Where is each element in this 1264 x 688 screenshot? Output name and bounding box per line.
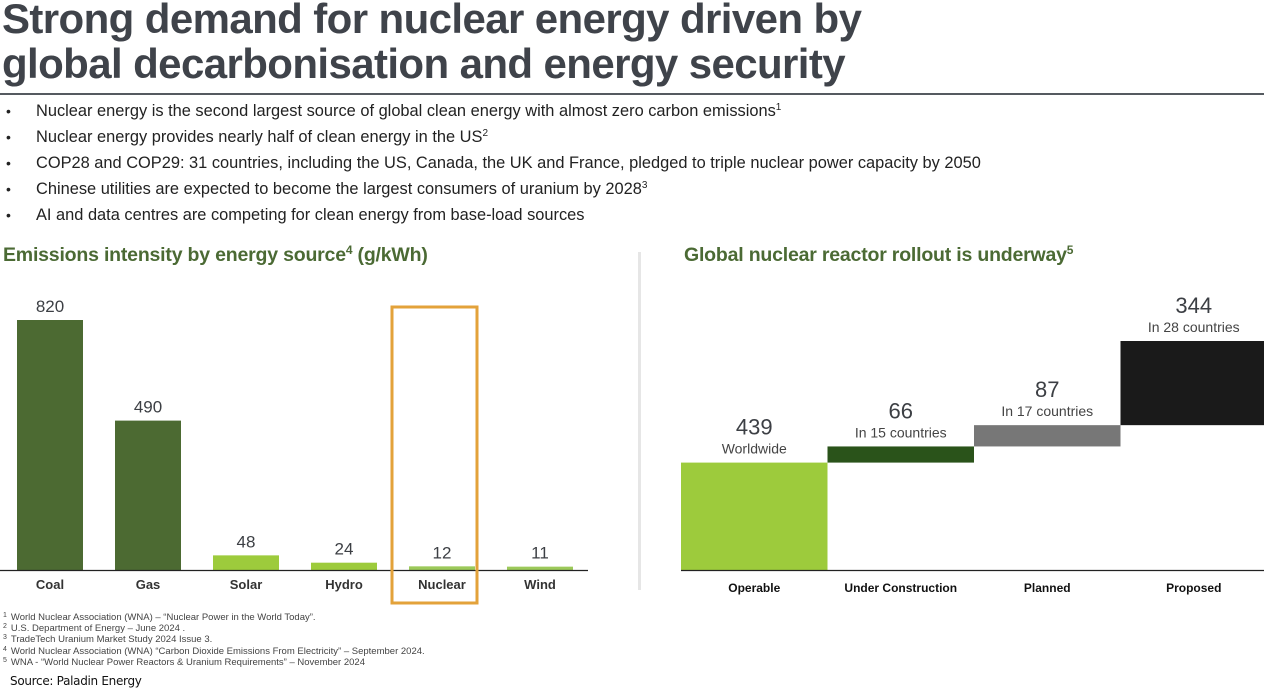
footnote-ref: 2 (482, 128, 488, 139)
bullet-text: Nuclear energy is the second largest sou… (36, 102, 776, 120)
bullet-icon: • (6, 150, 11, 176)
footnotes: 1 World Nuclear Association (WNA) – “Nucl… (3, 612, 425, 668)
footnote-number: 2 (3, 623, 7, 630)
value-label-coal: 820 (36, 297, 64, 316)
emissions-chart-title-text: Emissions intensity by energy source (3, 244, 346, 266)
sublabel-under-construction: In 15 countries (855, 424, 947, 440)
bullet-icon: • (6, 176, 11, 202)
value-label-planned: 87 (1035, 377, 1059, 402)
category-label-under-construction: Under Construction (844, 581, 957, 595)
category-label-nuclear: Nuclear (418, 577, 466, 592)
category-label-solar: Solar (230, 577, 263, 592)
footnote-number: 4 (3, 646, 7, 653)
category-label-coal: Coal (36, 577, 64, 592)
bullet-text: COP28 and COP29: 31 countries, including… (36, 154, 981, 172)
emissions-bar-chart: 820 Coal 490 Gas 48 Solar 24 Hydro 12 Nuclear 11 Wi… (0, 290, 600, 610)
bar-coal (17, 320, 83, 570)
footnote: 5 WNA - “World Nuclear Power Reactors & U… (3, 657, 425, 668)
emissions-chart-unit: (g/kWh) (358, 244, 428, 266)
footnote: 1 World Nuclear Association (WNA) – “Nucl… (3, 612, 425, 623)
bullet-list: • Nuclear energy is the second largest so… (0, 98, 981, 228)
category-label-proposed: Proposed (1166, 581, 1221, 595)
title-line-1: Strong demand for nuclear energy driven … (2, 0, 1262, 41)
bullet-item: • Nuclear energy provides nearly half of … (0, 124, 981, 150)
bullet-icon: • (6, 98, 11, 124)
bar-gas (115, 421, 181, 570)
value-label-under-construction: 66 (889, 398, 913, 423)
category-label-hydro: Hydro (325, 577, 363, 592)
footnote-text: World Nuclear Association (WNA) – “Nucle… (11, 612, 316, 623)
footnote-ref: 3 (642, 180, 648, 191)
bullet-item: • COP28 and COP29: 31 countries, includin… (0, 150, 981, 176)
value-label-nuclear: 12 (433, 543, 452, 562)
section-divider (638, 252, 641, 590)
title-divider (0, 93, 1264, 95)
footnote-ref: 5 (1067, 243, 1073, 257)
bullet-icon: • (6, 124, 11, 150)
value-label-gas: 490 (134, 398, 162, 417)
title-line-2: global decarbonisation and energy securi… (2, 41, 1262, 86)
bar-planned (974, 425, 1121, 446)
footnote: 2 U.S. Department of Energy – June 2024 . (3, 623, 425, 634)
category-label-wind: Wind (524, 577, 556, 592)
value-label-solar: 48 (237, 532, 256, 551)
bar-under-construction (828, 446, 975, 462)
value-label-hydro: 24 (335, 540, 354, 559)
source-note: Source: Paladin Energy (10, 674, 142, 688)
bar-solar (213, 555, 279, 570)
footnote-text: U.S. Department of Energy – June 2024 . (11, 623, 185, 634)
value-label-wind: 11 (531, 544, 549, 563)
rollout-chart-title-text: Global nuclear reactor rollout is underw… (684, 244, 1067, 266)
category-label-planned: Planned (1024, 581, 1071, 595)
bullet-text: AI and data centres are competing for cl… (36, 206, 584, 224)
rollout-chart-title: Global nuclear reactor rollout is underw… (684, 244, 1073, 267)
bullet-text: Nuclear energy provides nearly half of c… (36, 128, 482, 146)
footnote-number: 3 (3, 634, 7, 641)
bar-nuclear (409, 566, 475, 570)
bullet-item: • AI and data centres are competing for c… (0, 202, 981, 228)
footnote: 3 TradeTech Uranium Market Study 2024 Iss… (3, 634, 425, 645)
footnote-text: World Nuclear Association (WNA) “Carbon … (11, 646, 425, 657)
value-label-operable: 439 (736, 415, 773, 440)
sublabel-operable: Worldwide (722, 441, 787, 457)
category-label-gas: Gas (136, 577, 161, 592)
bar-hydro (311, 563, 377, 570)
footnote-ref: 4 (346, 243, 352, 257)
value-label-proposed: 344 (1175, 293, 1212, 318)
bullet-text: Chinese utilities are expected to become… (36, 180, 642, 198)
footnote: 4 World Nuclear Association (WNA) “Carbon… (3, 646, 425, 657)
bar-operable (681, 463, 828, 570)
footnote-number: 5 (3, 657, 7, 664)
footnote-number: 1 (3, 612, 7, 619)
sublabel-planned: In 17 countries (1001, 403, 1093, 419)
page-title: Strong demand for nuclear energy driven … (2, 0, 1262, 86)
emissions-chart-title: Emissions intensity by energy source4 (g… (3, 244, 428, 267)
sublabel-proposed: In 28 countries (1148, 319, 1240, 335)
bar-proposed (1121, 341, 1264, 425)
bullet-icon: • (6, 202, 11, 228)
bullet-item: • Chinese utilities are expected to becom… (0, 176, 981, 202)
footnote-ref: 1 (776, 102, 782, 113)
bullet-item: • Nuclear energy is the second largest so… (0, 98, 981, 124)
footnote-text: TradeTech Uranium Market Study 2024 Issu… (11, 634, 212, 645)
bar-wind (507, 567, 573, 570)
footnote-text: WNA - “World Nuclear Power Reactors & Ur… (11, 657, 365, 668)
category-label-operable: Operable (728, 581, 780, 595)
